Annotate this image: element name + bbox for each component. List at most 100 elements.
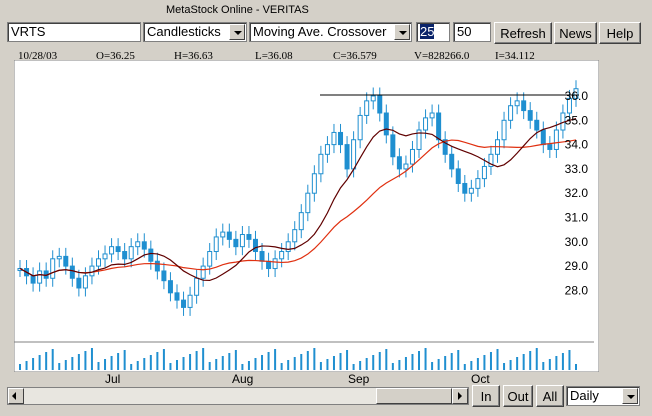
candle-body: [141, 241, 147, 250]
volume-bar: [476, 358, 479, 370]
candle-body: [390, 134, 396, 158]
volume-bar: [346, 350, 349, 370]
candle-body: [30, 275, 36, 284]
period1-input[interactable]: 25: [416, 22, 450, 42]
candle-body: [344, 144, 350, 170]
volume-bar: [411, 354, 414, 370]
y-tick-label: 36.0: [565, 89, 589, 103]
candle-body: [357, 114, 363, 141]
volume-bar: [280, 363, 283, 370]
zoom-in-button[interactable]: In: [472, 385, 500, 407]
candle-body: [89, 265, 95, 277]
candle-body: [161, 270, 167, 282]
scroll-left-button[interactable]: [8, 388, 24, 404]
candle-body: [540, 129, 546, 146]
candle-body: [468, 187, 474, 194]
news-button[interactable]: News: [554, 22, 597, 44]
candle-body: [252, 238, 258, 253]
volume-bar: [274, 349, 277, 370]
candle-body: [50, 258, 56, 279]
candle-body: [135, 241, 141, 248]
scroll-thumb[interactable]: [376, 388, 452, 404]
period2-input[interactable]: 50: [453, 22, 491, 42]
candle-body: [449, 153, 455, 170]
chevron-down-icon[interactable]: [229, 24, 245, 40]
indicator-value: Moving Ave. Crossover: [253, 24, 387, 39]
volume-bar: [221, 356, 224, 370]
volume-bar: [169, 363, 172, 370]
volume-bar: [365, 358, 368, 370]
candle-body: [534, 119, 540, 131]
zoom-out-button[interactable]: Out: [503, 385, 533, 407]
info-close: C=36.579: [333, 50, 377, 62]
volume-bar: [398, 360, 401, 370]
candle-body: [226, 231, 232, 240]
volume-bar: [568, 350, 571, 370]
volume-bar: [51, 349, 54, 370]
zoom-all-button[interactable]: All: [536, 385, 564, 407]
candle-body: [429, 112, 435, 119]
volume-bar: [535, 348, 538, 370]
candle-body: [455, 168, 461, 184]
chevron-down-icon[interactable]: [394, 24, 410, 40]
chevron-down-icon[interactable]: [622, 388, 638, 404]
arrow-right-icon: [458, 392, 462, 400]
candle-body: [220, 231, 226, 238]
interval-select[interactable]: Daily: [566, 386, 640, 406]
candle-body: [377, 95, 383, 114]
volume-bar: [261, 355, 264, 370]
candle-body: [566, 97, 572, 114]
chart-style-select[interactable]: Candlesticks: [143, 22, 247, 42]
volume-bar: [444, 356, 447, 370]
y-tick-label: 30.0: [565, 235, 589, 249]
candle-body: [122, 251, 128, 260]
candle-body: [154, 260, 160, 272]
candle-body: [115, 246, 121, 253]
volume-bar: [326, 359, 329, 370]
volume-bar: [228, 353, 231, 370]
horizontal-scrollbar[interactable]: [7, 387, 469, 405]
candle-body: [200, 265, 206, 279]
candle-body: [194, 277, 200, 296]
help-button[interactable]: Help: [599, 22, 641, 44]
info-indicator: I=34.112: [495, 50, 535, 62]
candle-body: [174, 292, 180, 301]
y-tick-label: 33.0: [565, 162, 589, 176]
candle-body: [409, 148, 415, 165]
candle-body: [351, 139, 357, 170]
y-tick-label: 31.0: [565, 211, 589, 225]
volume-bar: [58, 363, 61, 370]
candle-body: [181, 299, 187, 308]
volume-bar: [339, 353, 342, 370]
candle-body: [109, 246, 115, 255]
info-low: L=36.08: [255, 50, 293, 62]
candle-body: [233, 238, 239, 248]
candle-body: [128, 246, 134, 260]
indicator-select[interactable]: Moving Ave. Crossover: [249, 22, 412, 42]
volume-bar: [104, 359, 107, 370]
volume-bar: [287, 360, 290, 370]
symbol-input[interactable]: VRTS: [7, 22, 141, 42]
candle-body: [442, 139, 448, 155]
candle-body: [167, 280, 173, 294]
candle-body: [69, 265, 75, 279]
candle-body: [298, 212, 304, 231]
x-label-jul: Jul: [105, 372, 121, 386]
volume-bar: [38, 355, 41, 370]
candle-body: [527, 110, 533, 121]
volume-bar: [300, 354, 303, 370]
candle-body: [370, 95, 376, 102]
refresh-button[interactable]: Refresh: [494, 22, 552, 44]
volume-bar: [267, 352, 270, 370]
volume-bar: [483, 355, 486, 370]
price-chart[interactable]: 36.0 35.0 34.0 33.0 32.0 31.0 30.0 29.0 28.0: [14, 60, 599, 372]
volume-bar: [84, 351, 87, 370]
volume-bar: [71, 357, 74, 370]
volume-bar: [130, 364, 133, 370]
volume-bar: [332, 356, 335, 370]
scroll-right-button[interactable]: [452, 388, 468, 404]
volume-bar: [182, 357, 185, 370]
volume-bar: [385, 349, 388, 370]
fast-moving-average-line: [19, 118, 577, 282]
volume-bar: [156, 352, 159, 370]
